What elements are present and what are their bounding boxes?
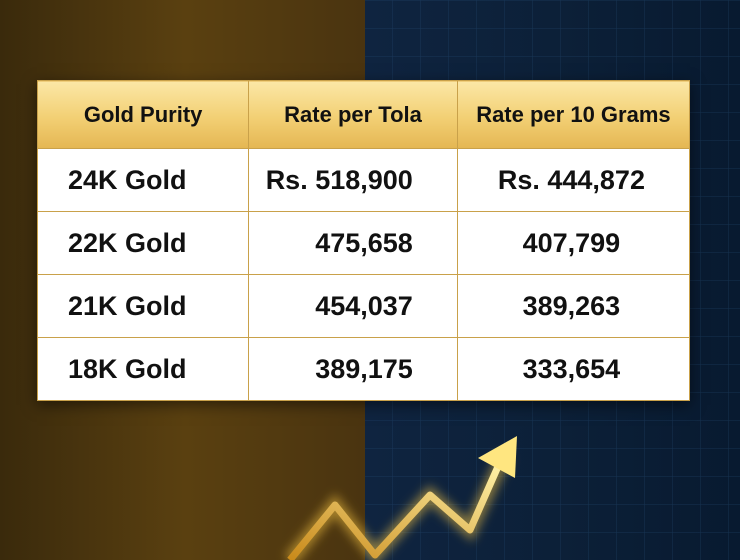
purity-cell: 21K Gold [36,274,250,338]
column-header: Rate per 10 Grams [456,80,691,149]
table-row: 18K Gold 389,175 333,654 [36,337,691,401]
rate-cell: 333,654 [456,337,691,401]
purity-cell: 22K Gold [36,211,250,275]
header-row: Gold Purity Rate per Tola Rate per 10 Gram… [36,80,691,149]
price-table: Gold Purity Rate per Tola Rate per 10 Gram… [36,80,691,401]
column-header: Gold Purity [36,80,250,149]
rate-cell: Rs. 518,900 [248,148,458,212]
trend-arrow [284,436,517,560]
table-row: 24K Gold Rs. 518,900 Rs. 444,872 [36,148,691,212]
table-row: 21K Gold 454,037 389,263 [36,274,691,338]
rate-cell: 407,799 [456,211,691,275]
column-header: Rate per Tola [248,80,458,149]
rate-cell: Rs. 444,872 [456,148,691,212]
table-row: 22K Gold 475,658 407,799 [36,211,691,275]
rate-cell: 389,175 [248,337,458,401]
rate-cell: 475,658 [248,211,458,275]
purity-cell: 18K Gold [36,337,250,401]
table-body: 24K Gold Rs. 518,900 Rs. 444,872 22K Gold 47… [36,148,691,401]
purity-cell: 24K Gold [36,148,250,212]
rate-cell: 454,037 [248,274,458,338]
rate-cell: 389,263 [456,274,691,338]
